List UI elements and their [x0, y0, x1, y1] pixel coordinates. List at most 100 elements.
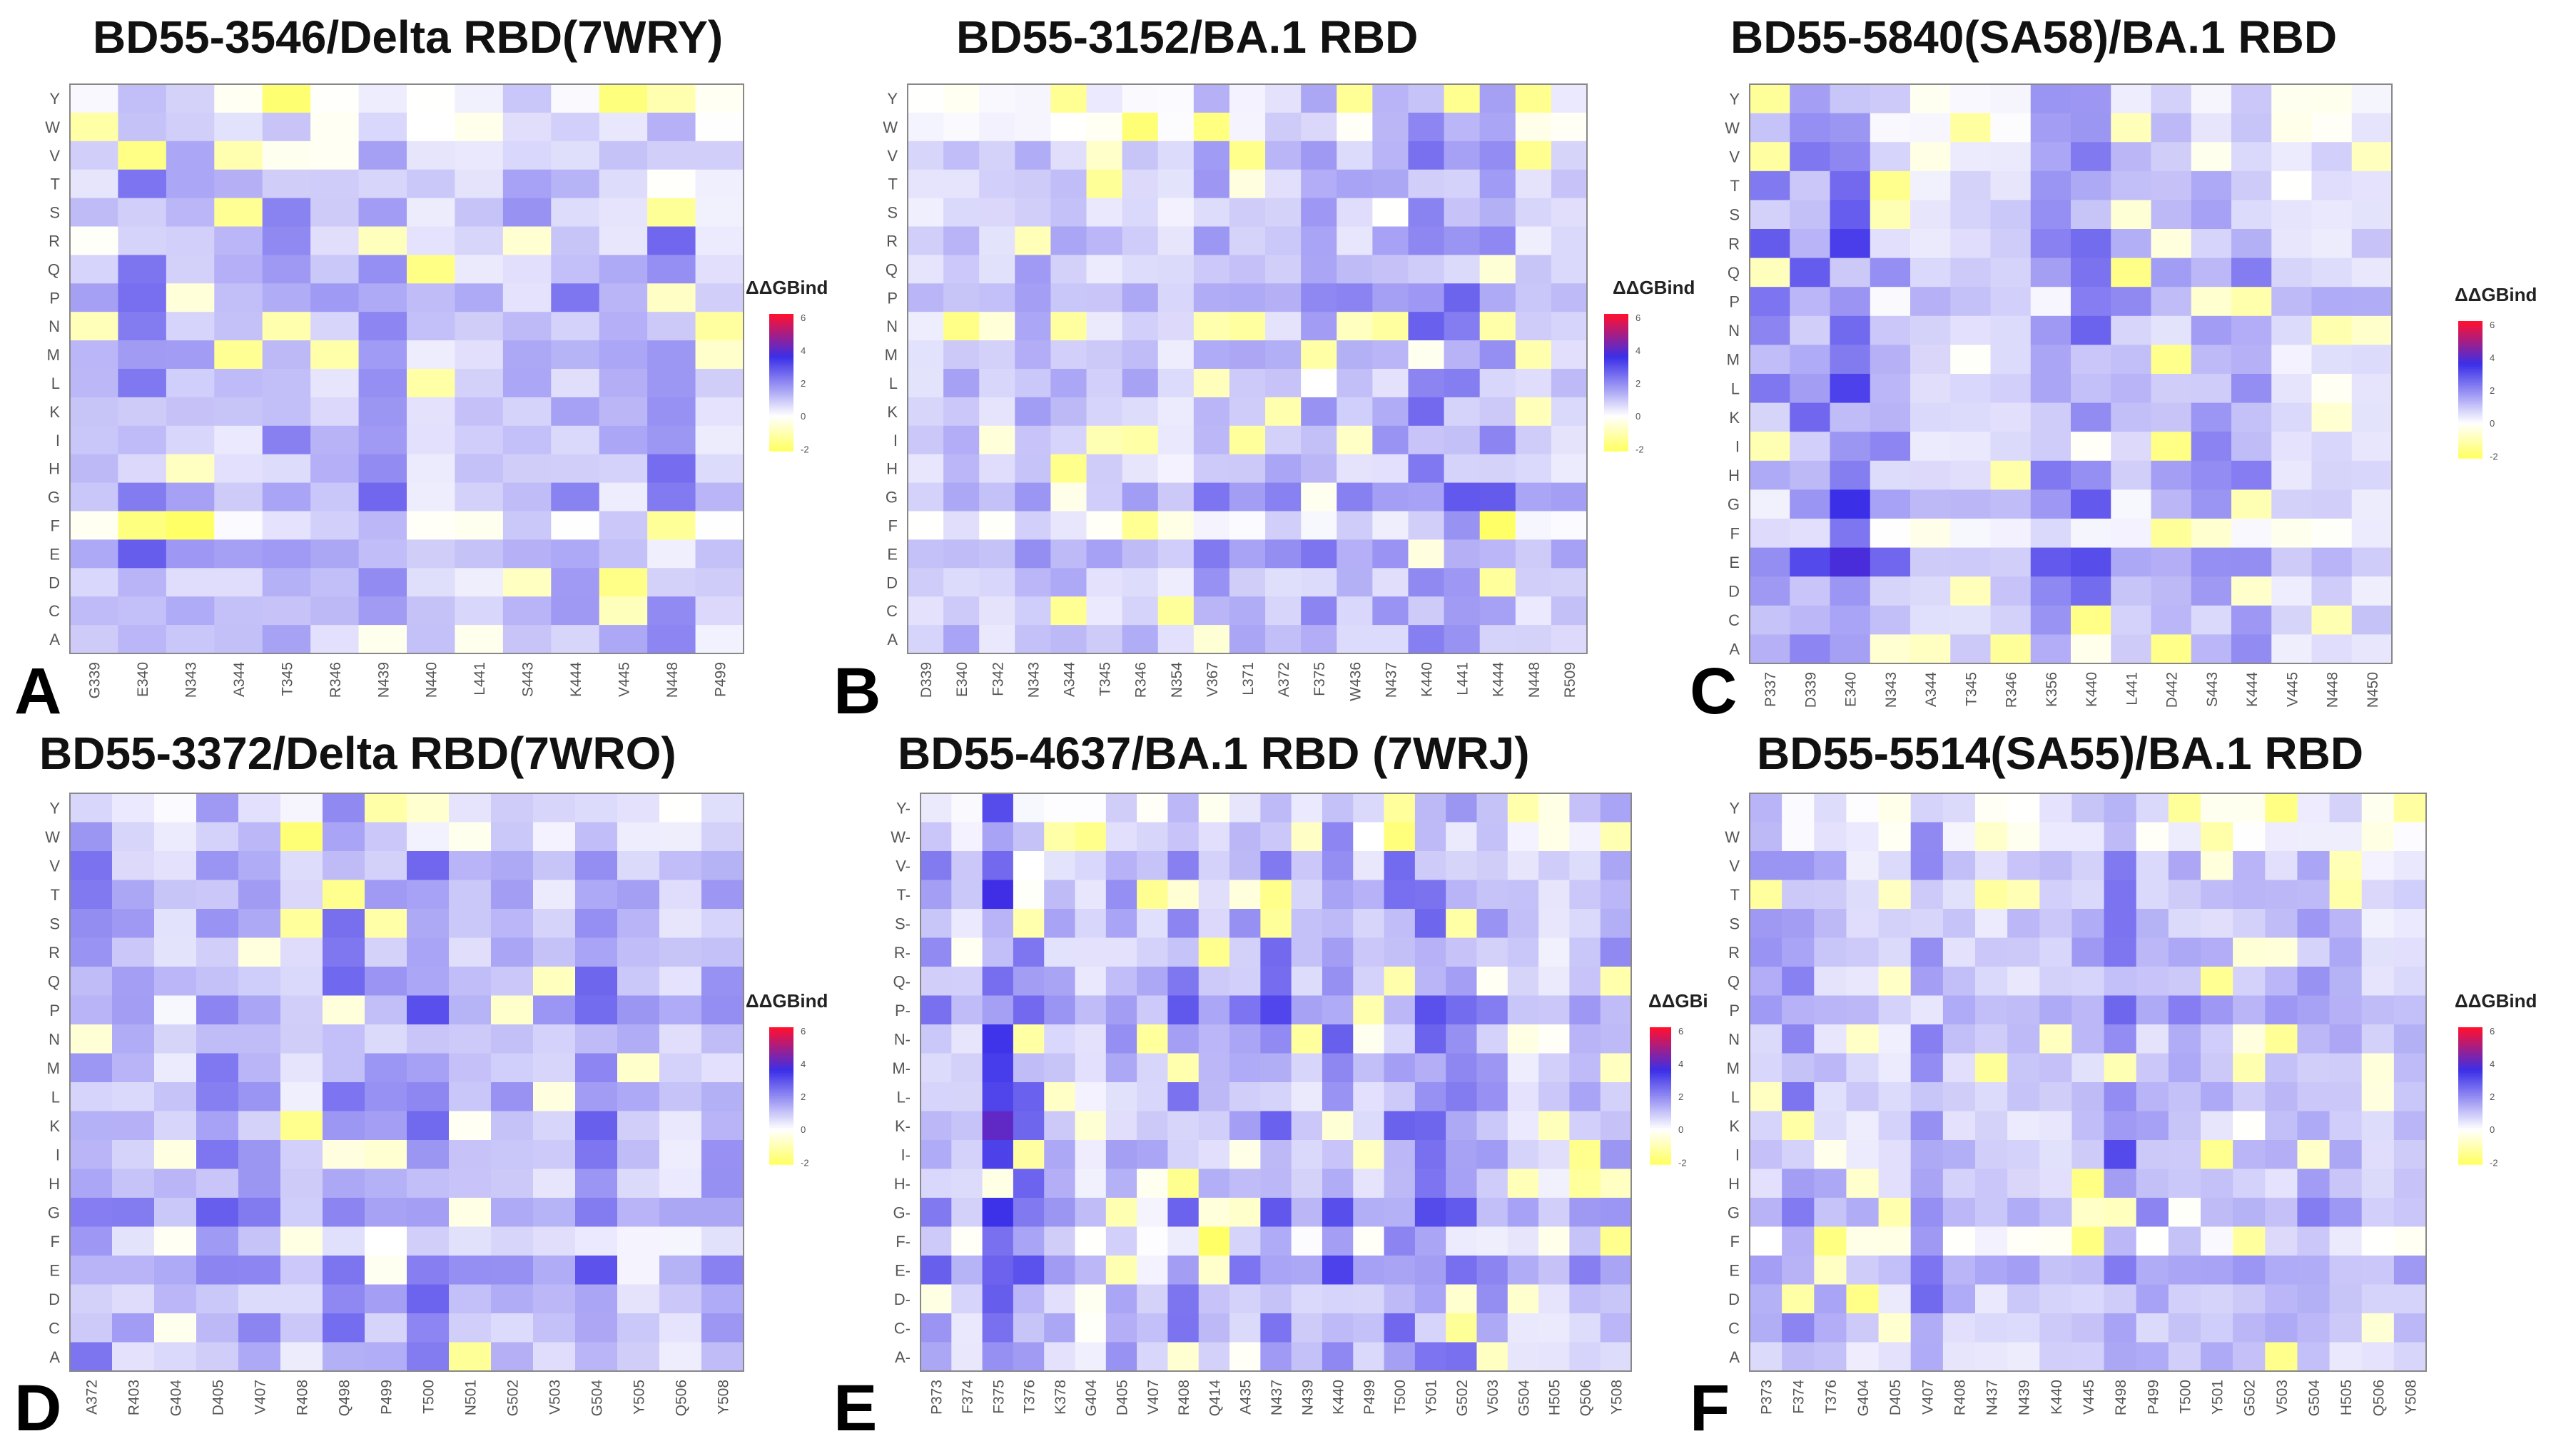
heatmap-cell: [407, 793, 450, 823]
heatmap-cell: [1814, 967, 1847, 997]
heatmap-cell: [659, 1140, 702, 1170]
heatmap-cell: [1479, 340, 1516, 370]
heatmap-cell: [491, 880, 534, 910]
row-tick-label: K: [49, 403, 60, 421]
colorbar-swatch: [1650, 1070, 1671, 1074]
row-tick-label: F: [51, 516, 60, 534]
heatmap-cell: [1105, 1053, 1137, 1083]
heatmap-cell: [1322, 1140, 1354, 1170]
heatmap-cell: [1551, 454, 1588, 484]
colorbar-tick-label: -2: [1635, 444, 1644, 454]
row-tick-label: L: [51, 1088, 60, 1106]
heatmap-cell: [2311, 489, 2353, 519]
colorbar-swatch: [1604, 345, 1628, 349]
colorbar-swatch: [1604, 375, 1628, 379]
heatmap-cell: [1157, 397, 1195, 427]
heatmap-cell: [2168, 880, 2201, 910]
heatmap-cell: [701, 995, 744, 1025]
heatmap-cell: [943, 112, 980, 142]
column-tick-label: P373: [929, 1380, 945, 1415]
column-tick-label: D339: [918, 662, 935, 698]
heatmap-cell: [1372, 283, 1409, 312]
heatmap-cell: [491, 995, 534, 1025]
heatmap-cell: [2233, 1226, 2266, 1256]
row-tick-label: T: [1730, 886, 1740, 904]
heatmap-cell: [1167, 1053, 1200, 1083]
heatmap-cell: [1167, 1111, 1200, 1141]
heatmap-cell: [1291, 1140, 1323, 1170]
column-tick-label: Y508: [2403, 1380, 2419, 1415]
heatmap-cell: [1372, 369, 1409, 398]
heatmap-cell: [154, 1140, 197, 1170]
heatmap-cell: [262, 454, 311, 484]
row-tick-label: M: [885, 346, 898, 364]
heatmap-cell: [2007, 1024, 2040, 1054]
heatmap-cell: [2191, 460, 2232, 490]
heatmap-cell: [262, 112, 311, 142]
heatmap-cell: [1446, 1082, 1478, 1112]
heatmap-cell: [166, 312, 215, 341]
heatmap-cell: [1075, 909, 1107, 939]
heatmap-cell: [1942, 1313, 1976, 1343]
colorbar-swatch: [769, 1093, 793, 1096]
colorbar-tick-label: 2: [2490, 385, 2495, 396]
colorbar-swatch: [1650, 1054, 1671, 1058]
heatmap-cell: [2104, 1082, 2137, 1112]
heatmap-cell: [2030, 287, 2071, 317]
heatmap-cell: [1975, 1082, 2008, 1112]
heatmap-cell: [2136, 1256, 2169, 1286]
heatmap-cell: [979, 539, 1015, 569]
heatmap-cell: [2201, 880, 2233, 910]
row-tick-label: G: [48, 489, 60, 506]
heatmap-cell: [2233, 995, 2266, 1025]
heatmap-cell: [1322, 1313, 1354, 1343]
column-tick-label: K378: [1053, 1380, 1069, 1415]
heatmap-cell: [310, 226, 360, 255]
heatmap-cell: [2201, 909, 2233, 939]
heatmap-cell: [1910, 1198, 1944, 1228]
colorbar-swatch: [1650, 1075, 1671, 1079]
heatmap-cell: [647, 539, 696, 569]
heatmap-cell: [2201, 1284, 2233, 1314]
heatmap-cell: [1050, 283, 1087, 312]
heatmap-cell: [1446, 967, 1478, 997]
heatmap-cell: [491, 909, 534, 939]
heatmap-cell: [2104, 1140, 2137, 1170]
heatmap-cell: [1015, 169, 1052, 199]
heatmap-cell: [2007, 1313, 2040, 1343]
colorbar-swatch: [769, 428, 793, 431]
heatmap-cell: [1044, 1284, 1076, 1314]
heatmap-cell: [310, 539, 360, 569]
heatmap-cell: [1870, 519, 1911, 549]
heatmap-cell: [908, 454, 944, 484]
heatmap-cell: [1551, 226, 1588, 255]
heatmap-cell: [1975, 1140, 2008, 1170]
heatmap-cell: [1229, 84, 1266, 113]
heatmap-cell: [1013, 1256, 1045, 1286]
heatmap-cell: [2071, 937, 2105, 967]
heatmap-cell: [2191, 634, 2232, 664]
heatmap-cell: [1551, 141, 1588, 170]
heatmap-cell: [533, 1053, 576, 1083]
heatmap-cell: [1479, 539, 1516, 569]
heatmap-cell: [951, 880, 983, 910]
heatmap-cell: [1750, 84, 1790, 114]
heatmap-cell: [943, 283, 980, 312]
heatmap-cell: [1975, 1342, 2008, 1372]
colorbar-swatch: [1604, 343, 1628, 347]
heatmap-cell: [921, 1313, 952, 1343]
heatmap-cell: [196, 1169, 239, 1198]
heatmap-cell: [1198, 1082, 1230, 1112]
heatmap-cell: [1086, 454, 1123, 484]
colorbar-swatch: [1650, 1161, 1671, 1165]
heatmap-cell: [1750, 345, 1790, 375]
heatmap-cell: [1408, 84, 1445, 113]
heatmap-cell: [1515, 141, 1552, 170]
heatmap-cell: [70, 425, 119, 455]
heatmap-cell: [1750, 113, 1790, 143]
heatmap-cell: [1015, 425, 1052, 455]
heatmap-cell: [1515, 596, 1552, 626]
heatmap-cell: [1086, 312, 1123, 341]
heatmap-cell: [695, 255, 744, 284]
heatmap-cell: [154, 937, 197, 967]
